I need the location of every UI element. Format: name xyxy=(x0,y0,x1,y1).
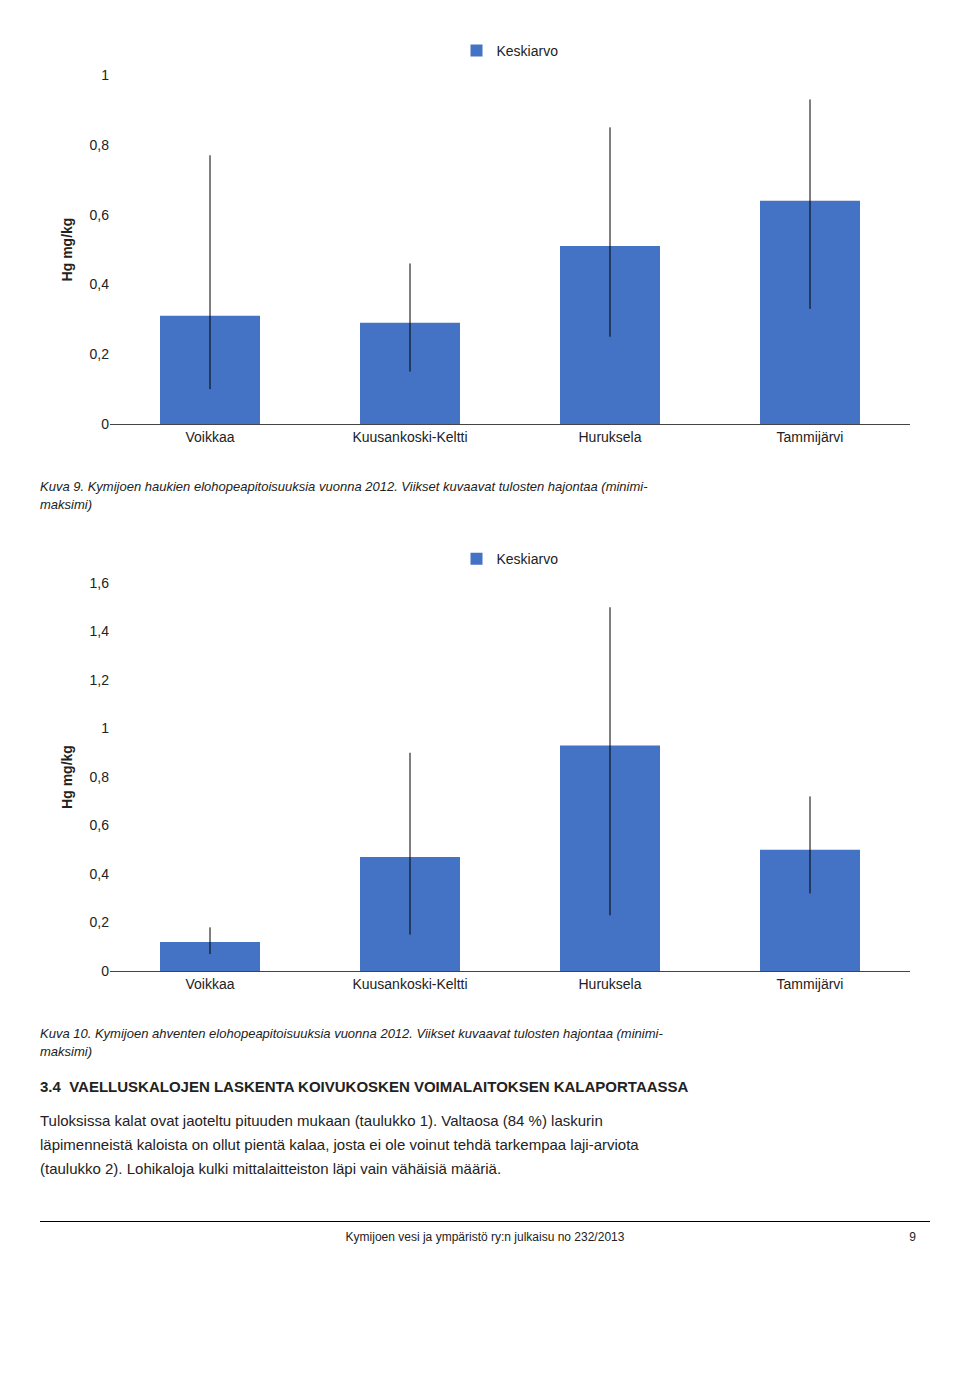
svg-text:Kuusankoski-Keltti: Kuusankoski-Keltti xyxy=(352,429,467,445)
svg-text:0,2: 0,2 xyxy=(90,914,110,930)
svg-text:0,4: 0,4 xyxy=(90,276,110,292)
svg-text:0,6: 0,6 xyxy=(90,207,110,223)
svg-text:Voikkaa: Voikkaa xyxy=(185,429,234,445)
svg-text:Keskiarvo: Keskiarvo xyxy=(497,43,559,59)
svg-text:1: 1 xyxy=(101,720,109,736)
html-text:Kymijoen vesi ja ympäristö ry:: Kymijoen vesi ja ympäristö ry:n julkaisu… xyxy=(345,1230,625,1245)
html-text:Tuloksissa kalat ovat jaoteltu: Tuloksissa kalat ovat jaoteltu pituuden … xyxy=(40,1112,639,1178)
svg-text:Keskiarvo: Keskiarvo xyxy=(497,551,559,567)
svg-text:Tammijärvi: Tammijärvi xyxy=(777,976,844,992)
svg-text:0: 0 xyxy=(101,963,109,979)
svg-text:Hg mg/kg: Hg mg/kg xyxy=(59,745,75,809)
html-text:3.4 VAELLUSKALOJEN LASKENTA KO: 3.4 VAELLUSKALOJEN LASKENTA KOIVUKOSKEN … xyxy=(40,1078,689,1096)
html-text:Kuva 9. Kymijoen haukien eloho: Kuva 9. Kymijoen haukien elohopeapitoisu… xyxy=(40,479,648,512)
svg-text:1,4: 1,4 xyxy=(90,623,110,639)
svg-text:Kuusankoski-Keltti: Kuusankoski-Keltti xyxy=(352,976,467,992)
svg-text:1,6: 1,6 xyxy=(90,575,110,591)
svg-text:0,8: 0,8 xyxy=(90,137,110,153)
html-text:9: 9 xyxy=(909,1230,916,1245)
svg-text:Hg mg/kg: Hg mg/kg xyxy=(59,218,75,282)
svg-text:1,2: 1,2 xyxy=(90,672,110,688)
svg-text:0,4: 0,4 xyxy=(90,866,110,882)
svg-text:Huruksela: Huruksela xyxy=(578,429,641,445)
svg-text:Voikkaa: Voikkaa xyxy=(185,976,234,992)
svg-text:0,2: 0,2 xyxy=(90,346,110,362)
svg-text:0,6: 0,6 xyxy=(90,817,110,833)
html-text:Kuva 10. Kymijoen ahventen elo: Kuva 10. Kymijoen ahventen elohopeapitoi… xyxy=(40,1026,663,1059)
svg-text:Tammijärvi: Tammijärvi xyxy=(777,429,844,445)
svg-text:1: 1 xyxy=(101,67,109,83)
svg-text:0,8: 0,8 xyxy=(90,769,110,785)
svg-text:0: 0 xyxy=(101,416,109,432)
svg-text:Huruksela: Huruksela xyxy=(578,976,641,992)
